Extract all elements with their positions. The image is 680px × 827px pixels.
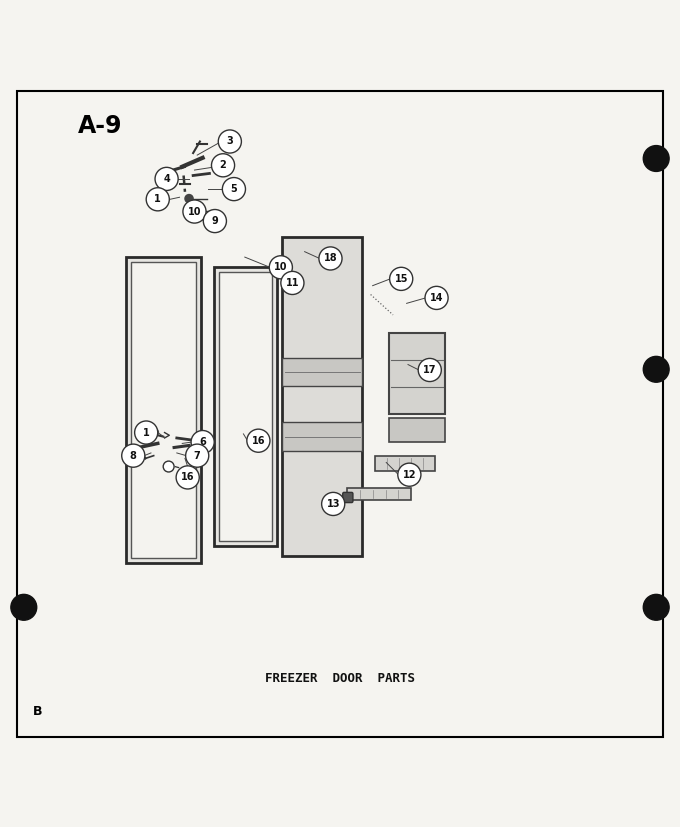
Bar (219, 272, 272, 542)
FancyBboxPatch shape (343, 492, 353, 503)
Circle shape (269, 256, 292, 279)
Text: 7: 7 (194, 451, 201, 461)
Text: 5: 5 (231, 184, 237, 194)
Circle shape (155, 167, 178, 190)
Circle shape (183, 200, 206, 223)
Bar (389, 418, 445, 442)
Bar (347, 488, 411, 500)
Bar (131, 262, 196, 558)
Text: 15: 15 (394, 274, 408, 284)
Text: 17: 17 (423, 365, 437, 375)
Bar (282, 358, 362, 386)
Circle shape (11, 595, 37, 620)
Text: 11: 11 (286, 278, 299, 288)
Circle shape (418, 358, 441, 381)
Circle shape (146, 188, 169, 211)
Circle shape (322, 492, 345, 515)
Circle shape (247, 429, 270, 452)
Circle shape (186, 444, 209, 467)
Text: 12: 12 (403, 470, 416, 480)
Circle shape (176, 466, 199, 489)
Circle shape (135, 421, 158, 444)
Bar (214, 267, 277, 546)
Circle shape (390, 267, 413, 290)
Text: 16: 16 (252, 436, 265, 446)
Circle shape (218, 130, 241, 153)
Text: 2: 2 (220, 160, 226, 170)
Circle shape (185, 194, 193, 203)
Circle shape (187, 205, 199, 217)
Text: 6: 6 (199, 437, 206, 447)
Text: 16: 16 (181, 472, 194, 482)
Circle shape (398, 463, 421, 486)
Text: 9: 9 (211, 216, 218, 226)
Circle shape (122, 444, 145, 467)
Text: 1: 1 (143, 428, 150, 437)
Text: 18: 18 (324, 253, 337, 264)
Circle shape (211, 154, 235, 177)
Circle shape (281, 271, 304, 294)
Text: 1: 1 (154, 194, 161, 204)
Bar (282, 237, 362, 557)
Circle shape (222, 178, 245, 201)
Text: 14: 14 (430, 293, 443, 303)
Text: 4: 4 (163, 174, 170, 184)
Circle shape (191, 431, 214, 454)
Circle shape (319, 247, 342, 270)
Text: B: B (33, 705, 42, 718)
Text: 13: 13 (326, 499, 340, 509)
Text: FREEZER  DOOR  PARTS: FREEZER DOOR PARTS (265, 672, 415, 686)
Bar (282, 423, 362, 451)
Circle shape (643, 146, 669, 171)
Circle shape (643, 595, 669, 620)
Text: 10: 10 (274, 262, 288, 272)
Circle shape (150, 428, 158, 437)
Bar (375, 457, 435, 471)
Bar (389, 333, 445, 414)
Circle shape (163, 461, 174, 472)
Text: 10: 10 (188, 207, 201, 217)
Circle shape (425, 286, 448, 309)
Text: 3: 3 (226, 136, 233, 146)
Circle shape (203, 209, 226, 232)
Text: 8: 8 (130, 451, 137, 461)
Text: A-9: A-9 (78, 114, 122, 138)
Circle shape (643, 356, 669, 382)
Bar (126, 257, 201, 563)
